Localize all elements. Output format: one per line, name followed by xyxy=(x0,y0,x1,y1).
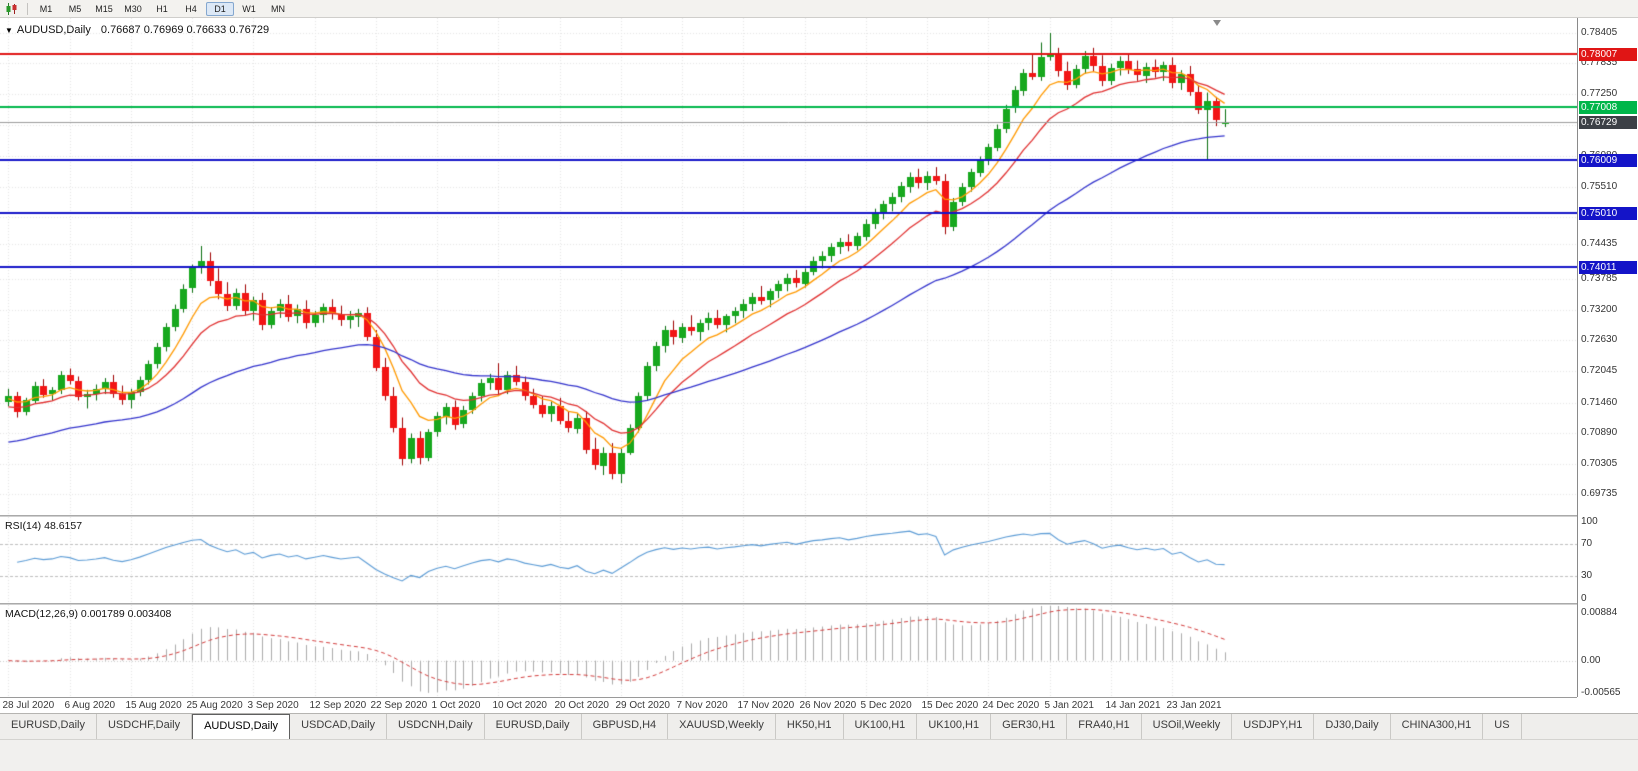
chart-tab-fra40-h1[interactable]: FRA40,H1 xyxy=(1067,714,1142,739)
price-tick: 0.74435 xyxy=(1581,238,1618,250)
chart-tab-usdchf-daily[interactable]: USDCHF,Daily xyxy=(97,714,193,739)
level-price-badge: 0.74011 xyxy=(1579,260,1637,274)
current-price-badge: 0.76729 xyxy=(1579,115,1637,129)
chart-tab-china300-h1[interactable]: CHINA300,H1 xyxy=(1391,714,1484,739)
timeframe-button-mn[interactable]: MN xyxy=(271,3,285,14)
chart-tab-ger30-h1[interactable]: GER30,H1 xyxy=(991,714,1068,739)
level-price-badge: 0.78007 xyxy=(1579,47,1637,61)
price-tick: 0.69735 xyxy=(1581,488,1618,500)
chart-tab-uk100-h1[interactable]: UK100,H1 xyxy=(844,714,918,739)
date-label: 29 Oct 2020 xyxy=(615,700,670,711)
timeframe-button-m15[interactable]: M15 xyxy=(95,3,113,14)
level-price-badge: 0.76009 xyxy=(1579,154,1637,168)
macd-panel-label: MACD(12,26,9) 0.001789 0.003408 xyxy=(5,608,171,620)
chart-tab-us[interactable]: US xyxy=(1483,714,1522,739)
date-label: 15 Aug 2020 xyxy=(125,700,182,711)
chart-tab-eurusd-daily[interactable]: EURUSD,Daily xyxy=(0,714,97,739)
toolbar-separator xyxy=(27,2,28,15)
chart-type-icon[interactable] xyxy=(3,2,21,16)
date-label: 17 Nov 2020 xyxy=(737,700,795,711)
price-tick: 0.77250 xyxy=(1581,88,1618,100)
level-price-badge: 0.77008 xyxy=(1579,101,1637,115)
date-label: 14 Jan 2021 xyxy=(1105,700,1161,711)
rsi-tick: 70 xyxy=(1581,537,1593,549)
chart-tab-usdcad-daily[interactable]: USDCAD,Daily xyxy=(290,714,388,739)
date-label: 1 Oct 2020 xyxy=(431,700,481,711)
price-tick: 0.72630 xyxy=(1581,334,1618,346)
chart-header: ▼ AUDUSD,Daily 0.76687 0.76969 0.76633 0… xyxy=(5,24,269,36)
chart-tab-usoil-weekly[interactable]: USOil,Weekly xyxy=(1142,714,1233,739)
timeframe-button-h4[interactable]: H4 xyxy=(185,3,197,14)
panel-splitter[interactable] xyxy=(0,603,1638,605)
date-label: 23 Jan 2021 xyxy=(1166,700,1222,711)
mini-candlestick-icon xyxy=(6,2,17,15)
chart-tab-uk100-h1[interactable]: UK100,H1 xyxy=(917,714,992,739)
chart-ohlc-values: 0.76687 0.76969 0.76633 0.76729 xyxy=(100,24,270,36)
rsi-indicator-value: 48.6157 xyxy=(44,520,83,532)
price-tick: 0.72045 xyxy=(1581,365,1618,377)
timeframe-buttons: M1 M5 M15 M30 H1 H4 D1 W1 MN xyxy=(32,1,293,16)
date-label: 6 Aug 2020 xyxy=(64,700,116,711)
main-chart-canvas[interactable] xyxy=(0,18,1577,515)
date-label: 20 Oct 2020 xyxy=(554,700,609,711)
date-label: 24 Dec 2020 xyxy=(982,700,1040,711)
price-axis[interactable]: 0.784050.778350.772500.766650.760800.755… xyxy=(1577,18,1638,698)
chart-tab-eurusd-daily[interactable]: EURUSD,Daily xyxy=(485,714,582,739)
price-tick: 0.75510 xyxy=(1581,180,1618,192)
rsi-panel-label: RSI(14) 48.6157 xyxy=(5,520,82,532)
date-label: 10 Oct 2020 xyxy=(492,700,547,711)
date-label: 15 Dec 2020 xyxy=(921,700,979,711)
price-tick: 0.77835 xyxy=(1581,57,1618,68)
chart-tabbar: EURUSD,Daily USDCHF,Daily AUDUSD,Daily USDC… xyxy=(0,713,1638,739)
chart-tab-usdcnh-daily[interactable]: USDCNH,Daily xyxy=(387,714,485,739)
time-axis[interactable]: 28 Jul 2020 6 Aug 2020 15 Aug 2020 25 Aug 2… xyxy=(0,697,1577,713)
date-label: 26 Nov 2020 xyxy=(799,700,857,711)
rsi-tick: 100 xyxy=(1581,516,1598,527)
macd-tick: 0.00884 xyxy=(1581,607,1618,618)
date-label: 12 Sep 2020 xyxy=(309,700,367,711)
macd-indicator-values: 0.001789 0.003408 xyxy=(80,608,172,620)
rsi-tick: 30 xyxy=(1581,570,1593,582)
macd-indicator-name: MACD(12,26,9) xyxy=(5,608,78,620)
price-tick: 0.70305 xyxy=(1581,458,1618,470)
date-label: 22 Sep 2020 xyxy=(370,700,428,711)
timeframe-button-m1[interactable]: M1 xyxy=(39,3,53,14)
macd-tick: -0.00565 xyxy=(1581,687,1621,698)
date-label: 28 Jul 2020 xyxy=(2,700,55,711)
chart-tab-hk50-h1[interactable]: HK50,H1 xyxy=(776,714,844,739)
chart-tab-dj30-daily[interactable]: DJ30,Daily xyxy=(1314,714,1391,739)
chart-tab-usdjpy-h1[interactable]: USDJPY,H1 xyxy=(1232,714,1315,739)
chart-symbol-label: AUDUSD,Daily xyxy=(16,24,91,36)
date-label: 5 Jan 2021 xyxy=(1044,700,1095,711)
price-tick: 0.73200 xyxy=(1581,303,1618,315)
chart-shift-marker[interactable] xyxy=(1213,20,1221,26)
timeframe-button-m5[interactable]: M5 xyxy=(68,3,82,14)
macd-tick: 0.00 xyxy=(1581,654,1601,666)
one-click-trading-toggle-icon[interactable]: ▼ xyxy=(5,25,13,35)
chart-tab-audusd-daily[interactable]: AUDUSD,Daily xyxy=(192,714,291,739)
rsi-indicator-name: RSI(14) xyxy=(5,520,42,532)
rsi-tick: 0 xyxy=(1581,593,1587,604)
timeframe-button-h1[interactable]: H1 xyxy=(156,3,168,14)
chart-tab-gbpusd-h4[interactable]: GBPUSD,H4 xyxy=(582,714,669,739)
price-tick: 0.73785 xyxy=(1581,272,1618,284)
top-toolbar: M1 M5 M15 M30 H1 H4 D1 W1 MN xyxy=(0,0,1638,18)
price-tick: 0.70890 xyxy=(1581,426,1618,438)
date-label: 5 Dec 2020 xyxy=(860,700,912,711)
date-label: 3 Sep 2020 xyxy=(247,700,299,711)
date-label: 25 Aug 2020 xyxy=(186,700,243,711)
date-label: 7 Nov 2020 xyxy=(676,700,728,711)
timeframe-button-m30[interactable]: M30 xyxy=(124,3,142,14)
level-price-badge: 0.75010 xyxy=(1579,207,1637,221)
chart-tab-xauusd-weekly[interactable]: XAUUSD,Weekly xyxy=(668,714,776,739)
price-tick: 0.71460 xyxy=(1581,396,1618,408)
price-tick: 0.78405 xyxy=(1581,26,1618,38)
status-bar xyxy=(0,739,1638,771)
panel-splitter[interactable] xyxy=(0,515,1638,517)
timeframe-button-w1[interactable]: W1 xyxy=(242,3,256,14)
timeframe-button-d1[interactable]: D1 xyxy=(206,1,234,16)
macd-indicator-canvas[interactable] xyxy=(0,605,1577,697)
rsi-indicator-canvas[interactable] xyxy=(0,517,1577,603)
